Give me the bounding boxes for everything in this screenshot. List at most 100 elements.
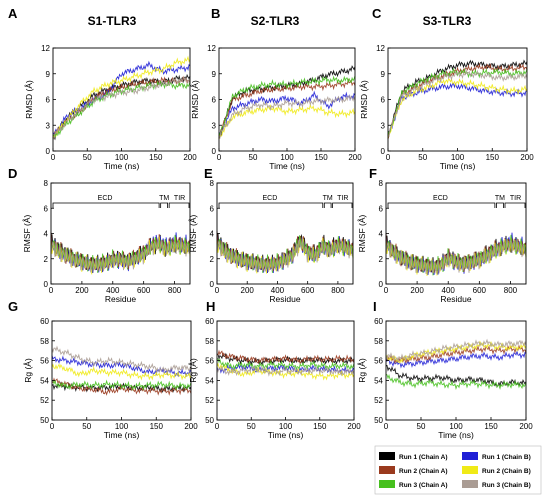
domain-label-ecd: ECD: [262, 195, 277, 202]
y-tick-label: 60: [374, 317, 383, 326]
series-line-1: [218, 90, 356, 135]
domain-label-ecd: ECD: [98, 195, 113, 202]
x-tick-label: 100: [279, 422, 293, 431]
x-tick-label: 200: [520, 153, 534, 162]
x-tick-label: 150: [149, 153, 163, 162]
legend-label: Run 2 (Chain B): [482, 468, 531, 475]
x-tick-label: 0: [386, 153, 391, 162]
x-tick-label: 150: [150, 422, 164, 431]
x-tick-label: 200: [183, 153, 197, 162]
y-tick-label: 0: [379, 280, 384, 289]
y-tick-label: 54: [40, 376, 49, 385]
domain-label-ecd: ECD: [433, 195, 448, 202]
series-line-5: [387, 69, 528, 137]
legend-label: Run 1 (Chain B): [482, 454, 531, 461]
y-axis-label: Rg (Å): [357, 358, 367, 383]
series-line-2: [385, 344, 527, 365]
panel-letter: B: [211, 6, 220, 21]
x-tick-label: 600: [137, 286, 151, 295]
legend-swatch: [462, 480, 478, 488]
domain-label-tm: TM: [159, 195, 169, 202]
domain-label-tir: TIR: [337, 195, 348, 202]
series-line-4: [216, 358, 355, 372]
series-line-4: [385, 373, 527, 390]
y-tick-label: 54: [374, 376, 383, 385]
series-line-5: [385, 338, 527, 363]
series-line-5: [50, 237, 191, 273]
x-axis-label: Residue: [269, 294, 300, 304]
y-tick-label: 0: [46, 147, 51, 156]
x-tick-label: 200: [410, 286, 424, 295]
panel-b: B 0 50 100 150 200 0 3 6 9 12 Time (ns) RMSD (Å): [190, 6, 362, 171]
x-axis-label: Residue: [440, 294, 471, 304]
legend: Run 1 (Chain A) Run 1 (Chain B) Run 2 (Cha…: [374, 445, 542, 495]
y-tick-label: 4: [379, 230, 384, 239]
y-tick-label: 9: [46, 70, 51, 79]
x-tick-label: 150: [314, 153, 328, 162]
series-line-0: [216, 352, 355, 366]
domain-label-tir: TIR: [174, 195, 185, 202]
y-tick-label: 50: [374, 416, 383, 425]
panel-letter: I: [373, 299, 377, 314]
series-line-2: [216, 349, 355, 365]
x-tick-label: 400: [442, 286, 456, 295]
domain-bracket-tm: [496, 202, 504, 208]
panel-c: C 0 50 100 150 200 0 3 6 9 12 Time (ns) RMSD (Å): [359, 6, 534, 171]
x-tick-label: 100: [451, 153, 465, 162]
x-tick-label: 200: [75, 286, 89, 295]
x-tick-label: 50: [83, 153, 92, 162]
legend-label: Run 2 (Chain A): [399, 468, 448, 475]
series-line-2: [216, 230, 354, 271]
y-tick-label: 60: [205, 317, 214, 326]
y-tick-label: 58: [40, 337, 49, 346]
panel-e: E ECD TM TIR 0 200 400 600 800 0 2 4 6 8 Residue RMSF (…: [188, 166, 354, 304]
panel-f: F ECD TM TIR 0 200 400 600 800 0 2 4 6 8 Residue RMSF (…: [357, 166, 527, 304]
series-line-3: [218, 103, 356, 140]
x-tick-label: 50: [249, 153, 258, 162]
legend-box: [374, 445, 542, 495]
column-title-s3: S3-TLR3: [423, 14, 472, 28]
y-tick-label: 50: [205, 416, 214, 425]
panel-letter: F: [369, 166, 377, 181]
y-axis-label: RMSD (Å): [359, 80, 369, 119]
legend-swatch: [379, 466, 395, 474]
x-tick-label: 200: [347, 422, 361, 431]
legend-label: Run 3 (Chain A): [399, 482, 448, 489]
y-tick-label: 2: [44, 255, 49, 264]
x-tick-label: 150: [313, 422, 327, 431]
domain-bracket-ecd: [387, 202, 496, 208]
y-tick-label: 2: [210, 255, 215, 264]
y-tick-label: 0: [381, 147, 386, 156]
series-line-5: [218, 95, 356, 139]
x-tick-label: 0: [215, 286, 220, 295]
y-tick-label: 3: [381, 121, 386, 130]
y-tick-label: 9: [212, 70, 217, 79]
panel-letter: E: [204, 166, 213, 181]
x-tick-label: 0: [49, 286, 54, 295]
domain-bracket-tm: [323, 202, 332, 208]
y-tick-label: 12: [41, 44, 50, 53]
y-axis-label: Rg (Å): [23, 358, 33, 383]
y-tick-label: 12: [376, 44, 385, 53]
y-tick-label: 52: [205, 396, 214, 405]
x-tick-label: 0: [50, 422, 55, 431]
y-axis-label: RMSD (Å): [24, 80, 34, 119]
x-tick-label: 600: [301, 286, 315, 295]
series-line-4: [218, 75, 356, 137]
series-line-5: [216, 236, 354, 272]
x-tick-label: 800: [331, 286, 345, 295]
domain-bracket-ecd: [218, 202, 324, 208]
y-axis-label: RMSF (Å): [22, 214, 32, 252]
x-tick-label: 0: [217, 153, 222, 162]
column-title-s2: S2-TLR3: [251, 14, 300, 28]
x-tick-label: 200: [519, 422, 533, 431]
y-tick-label: 8: [44, 179, 49, 188]
panel-letter: H: [206, 299, 215, 314]
series-line-4: [52, 80, 191, 139]
series-line-5: [51, 345, 192, 374]
x-tick-label: 100: [449, 422, 463, 431]
y-tick-label: 4: [210, 230, 215, 239]
y-tick-label: 50: [40, 416, 49, 425]
